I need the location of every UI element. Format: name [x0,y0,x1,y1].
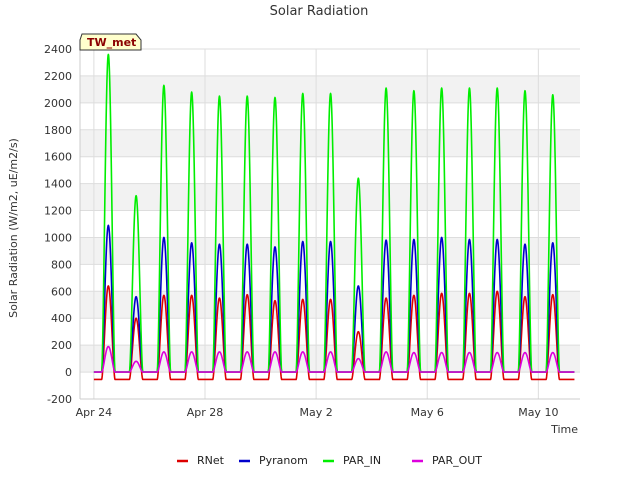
plot-band [80,345,580,373]
y-tick-label: 1000 [44,231,72,244]
y-tick-label: 200 [51,339,72,352]
chart-title: Solar Radiation [270,4,369,19]
x-tick-label: May 2 [299,406,332,419]
y-tick-label: 0 [65,366,72,379]
legend-label: Pyranom [259,454,308,467]
y-axis-label: Solar Radiation (W/m2, uE/m2/s) [7,138,20,318]
y-tick-label: 400 [51,312,72,325]
x-tick-labels: Apr 24 Apr 28 May 2 May 6 May 10 [76,406,559,419]
y-tick-label: 2200 [44,70,72,83]
x-tick-label: Apr 24 [76,406,113,419]
axes [79,49,580,400]
y-tick-label: 1600 [44,151,72,164]
site-tag: TW_met [79,33,142,51]
x-tick-label: May 10 [518,406,558,419]
series-line-par-out [93,345,575,373]
series-layer [93,53,575,381]
series-line-rnet [93,285,575,381]
y-tick-label: 1400 [44,178,72,191]
legend: RNet Pyranom PAR_IN PAR_OUT [177,454,482,467]
x-axis-label: Time [550,423,578,436]
y-tick-label: 600 [51,285,72,298]
y-tick-label: 1200 [44,205,72,218]
y-tick-label: 2400 [44,43,72,56]
x-tick-label: May 6 [411,406,444,419]
legend-label: PAR_IN [343,454,381,467]
site-tag-label: TW_met [87,36,136,49]
legend-label: PAR_OUT [432,454,482,467]
plot-band [80,129,580,157]
site-tag-box [79,33,142,51]
x-tick-label: Apr 28 [187,406,224,419]
y-tick-label: 800 [51,258,72,271]
plot-band [80,183,580,211]
y-tick-label: -200 [47,393,72,406]
y-tick-label: 2000 [44,97,72,110]
legend-label: RNet [197,454,225,467]
y-tick-label: 1800 [44,124,72,137]
y-tick-labels: -200 0 200 400 600 800 1000 1200 1400 1600 1800 200… [44,43,72,406]
